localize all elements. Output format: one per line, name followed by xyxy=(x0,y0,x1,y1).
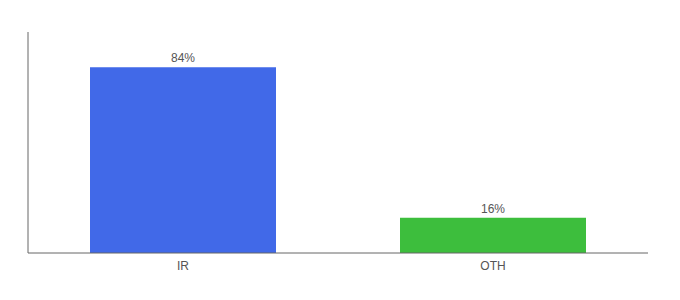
svg-text:84%: 84% xyxy=(171,51,195,65)
svg-text:16%: 16% xyxy=(481,202,505,216)
svg-text:OTH: OTH xyxy=(480,259,505,273)
svg-text:IR: IR xyxy=(177,259,189,273)
